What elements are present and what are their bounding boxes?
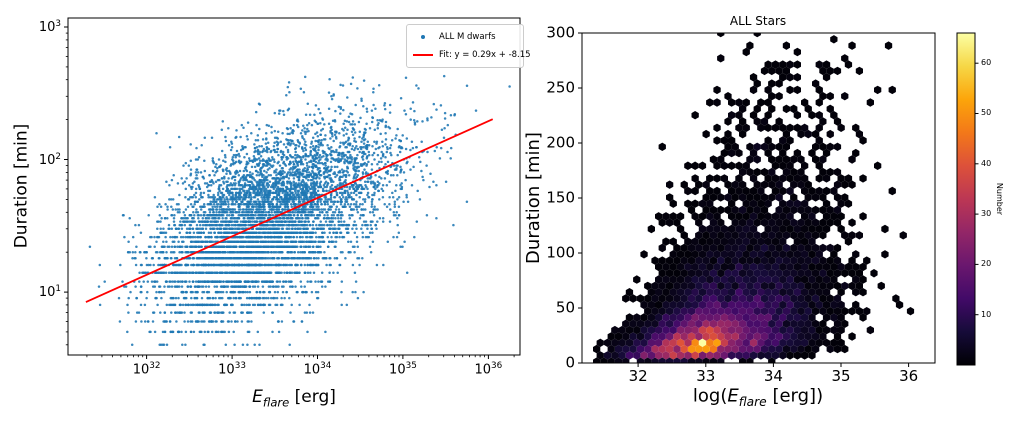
tick-label: 35 [831, 367, 851, 385]
tick-label: 100 [546, 243, 575, 262]
left-y-axis-label: Duration [min] [11, 123, 32, 249]
legend-item-label: Fit: y = 0.29x + -8.15 [439, 50, 531, 60]
tick-label: 32 [628, 367, 648, 385]
tick-label: 36 [899, 367, 919, 385]
legend-item-fit: Fit: y = 0.29x + -8.15 [412, 48, 531, 63]
tick-label: 1036 [474, 361, 503, 378]
scatter-point-marker-icon [421, 35, 425, 39]
legend-item-scatter: ALL M dwarfs [412, 30, 518, 45]
tick-label: 200 [546, 133, 575, 152]
tick-label: 250 [546, 78, 575, 97]
right-y-axis-label: Duration [min] [523, 132, 544, 264]
tick-label: 101 [38, 283, 61, 301]
right-x-axis-label: log(Eflare [erg]) [692, 385, 824, 410]
tick-label: 60 [981, 58, 992, 68]
right-axes [578, 32, 936, 367]
tick-label: 34 [763, 367, 783, 385]
tick-label: 33 [696, 367, 716, 385]
left-x-axis-label: Eflare [erg] [252, 387, 336, 410]
tick-label: 300 [546, 23, 575, 42]
tick-label: 102 [38, 151, 61, 168]
left-axes [64, 17, 521, 359]
fit-line-marker-icon [413, 54, 433, 56]
tick-label: 1032 [132, 361, 161, 378]
tick-label: 20 [981, 259, 992, 269]
scatter-points [88, 74, 511, 347]
right-plot-title: ALL Stars [729, 14, 787, 28]
tick-label: 150 [546, 188, 575, 207]
tick-label: 0 [565, 353, 575, 372]
hexbin-cells [593, 33, 915, 363]
legend: ALL M dwarfs Fit: y = 0.29x + -8.15 [406, 24, 531, 68]
colorbar-label: Number [995, 182, 1004, 216]
tick-label: 50 [981, 108, 992, 118]
tick-label: 1033 [218, 361, 246, 378]
tick-label: 103 [38, 18, 61, 36]
tick-label: 50 [555, 298, 575, 317]
tick-label: 1034 [303, 361, 332, 378]
fit-line [85, 118, 494, 303]
tick-label: 40 [981, 158, 992, 168]
tick-label: 1035 [389, 361, 417, 378]
legend-item-label: ALL M dwarfs [439, 32, 496, 42]
tick-label: 30 [981, 209, 992, 219]
tick-label: 10 [981, 309, 992, 319]
colorbar [956, 32, 979, 366]
